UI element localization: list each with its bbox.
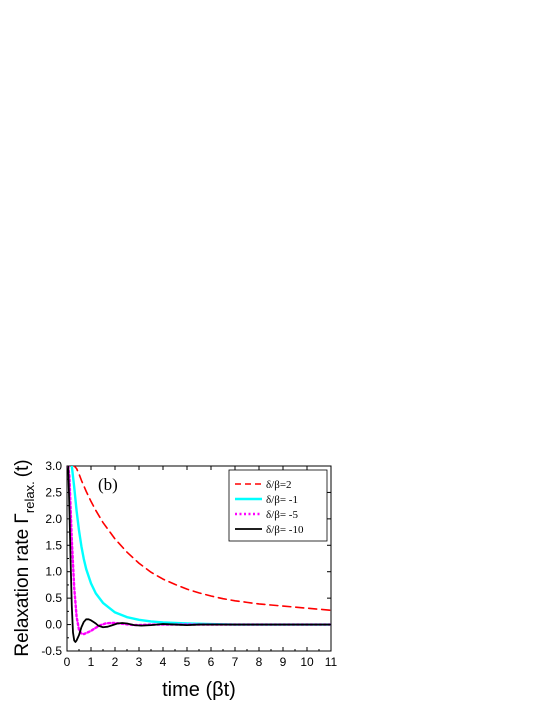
series-line-4: [67, 466, 331, 643]
y-tick-label: 3.0: [45, 459, 62, 473]
panel-label: (b): [98, 475, 118, 494]
y-tick-label: 2.5: [45, 485, 62, 499]
x-tick-label: 0: [64, 655, 71, 669]
y-axis-title-main: Relaxation rate Γ: [12, 513, 33, 657]
y-tick-label: 0.0: [45, 618, 62, 632]
y-axis-title-sub: relax.: [22, 481, 37, 513]
x-tick-label: 3: [136, 655, 143, 669]
y-axis-title-tail: (t): [12, 459, 33, 477]
x-tick-label: 4: [160, 655, 167, 669]
y-tick-label: 1.5: [45, 538, 62, 552]
y-axis-title: Relaxation rate Γrelax. (t): [12, 459, 37, 656]
x-tick-label: 8: [256, 655, 263, 669]
x-tick-label: 1: [88, 655, 95, 669]
x-tick-label: 5: [184, 655, 191, 669]
x-tick-label: 10: [300, 655, 314, 669]
series-layer: [67, 466, 331, 643]
legend-label-2: δ/β= -1: [266, 494, 298, 506]
x-axis: 0 1 2 3 4 5 6 7 8 9 10 11: [64, 466, 338, 669]
x-tick-label: 9: [280, 655, 287, 669]
legend-label-3: δ/β= -5: [266, 509, 298, 521]
x-tick-label: 11: [325, 655, 338, 669]
series-line-1: [71, 466, 331, 612]
y-axis: -0.5 0.0 0.5 1.0 1.5 2.0 2.5 3.0: [41, 459, 331, 658]
x-tick-label: 6: [208, 655, 215, 669]
legend-label-4: δ/β= -10: [266, 524, 304, 536]
y-tick-label: 1.0: [45, 565, 62, 579]
legend-label-1: δ/β=2: [266, 479, 292, 491]
y-tick-label: 2.0: [45, 512, 62, 526]
x-tick-label: 7: [232, 655, 239, 669]
y-tick-label: 0.5: [45, 591, 62, 605]
y-tick-label: -0.5: [41, 644, 62, 658]
x-axis-title: time (βt): [162, 679, 236, 701]
x-tick-label: 2: [112, 655, 119, 669]
legend: δ/β=2 δ/β= -1 δ/β= -5 δ/β= -10: [228, 469, 328, 542]
